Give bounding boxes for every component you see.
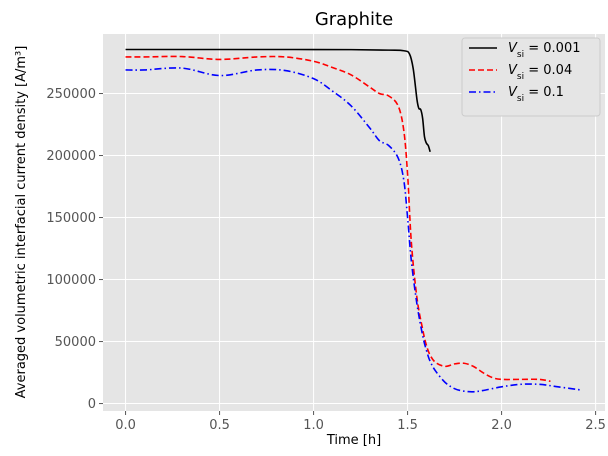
y-tick-label: 200000 bbox=[46, 149, 96, 164]
y-axis-ticks: 0 50000 100000 150000 200000 250000 bbox=[46, 87, 103, 412]
legend-label-1: Vsi = 0.001 bbox=[508, 41, 580, 60]
series-lines bbox=[125, 48, 581, 393]
y-tick-label: 100000 bbox=[46, 273, 96, 288]
legend-label-2: Vsi = 0.04 bbox=[508, 63, 572, 82]
chart-title: Graphite bbox=[315, 9, 393, 30]
x-tick-label: 0.0 bbox=[115, 418, 136, 433]
series-line-1 bbox=[125, 48, 431, 153]
grid-lines bbox=[103, 34, 605, 411]
legend: Vsi = 0.001 Vsi = 0.04 Vsi = 0.1 bbox=[461, 37, 601, 117]
y-tick-label: 50000 bbox=[55, 335, 96, 350]
x-tick-label: 1.5 bbox=[397, 418, 418, 433]
x-axis-label: Time [h] bbox=[326, 433, 381, 448]
x-tick-label: 1.0 bbox=[303, 418, 324, 433]
y-tick-label: 0 bbox=[88, 397, 96, 412]
series-line-2 bbox=[125, 55, 551, 383]
series-line-3 bbox=[125, 67, 581, 393]
legend-box bbox=[461, 37, 601, 117]
x-axis-ticks: 0.0 0.5 1.0 1.5 2.0 2.5 bbox=[115, 411, 606, 433]
x-tick-label: 0.5 bbox=[209, 418, 230, 433]
x-tick-label: 2.5 bbox=[585, 418, 606, 433]
legend-entries: Vsi = 0.001 Vsi = 0.04 Vsi = 0.1 bbox=[469, 41, 580, 104]
y-tick-label: 250000 bbox=[46, 87, 96, 102]
y-axis-label: Averaged volumetric interfacial current … bbox=[14, 46, 29, 399]
y-tick-label: 150000 bbox=[46, 211, 96, 226]
x-tick-label: 2.0 bbox=[491, 418, 512, 433]
legend-label-3: Vsi = 0.1 bbox=[508, 85, 564, 104]
